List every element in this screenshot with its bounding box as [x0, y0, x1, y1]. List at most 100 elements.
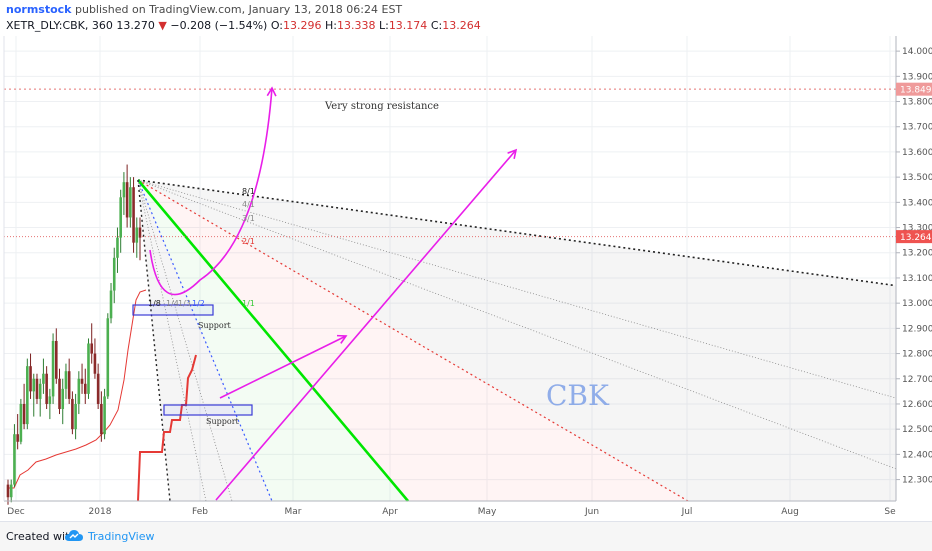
- down-arrow-icon: ▼: [158, 19, 167, 32]
- candle-body: [32, 378, 36, 392]
- low-value: 13.174: [388, 19, 428, 32]
- arrow-short-head: [336, 334, 348, 344]
- candle-body: [106, 318, 110, 397]
- y-tick-label: 14.000: [902, 47, 932, 57]
- candle-body: [64, 371, 68, 389]
- ohlc-line: XETR_DLY:CBK, 360 13.270 ▼ −0.208 (−1.54…: [6, 19, 481, 32]
- candle-body: [16, 434, 19, 442]
- fan-line-8-1: [137, 179, 921, 290]
- candle-body: [45, 373, 48, 404]
- fan-line-1-4: [137, 179, 207, 502]
- candle-body: [22, 403, 26, 425]
- candle-body: [9, 484, 13, 498]
- candle-body: [54, 340, 58, 379]
- low-label: L:: [378, 19, 389, 32]
- arrow-curved: [149, 87, 273, 296]
- candle-body: [67, 371, 71, 399]
- candle-body: [112, 257, 116, 291]
- footer-bar: Created with TradingView: [0, 521, 932, 551]
- gann-fan: [137, 179, 921, 502]
- last-price-tag-bg: [896, 230, 932, 244]
- x-tick-label: May: [478, 507, 497, 517]
- candle-body: [129, 187, 132, 218]
- y-tick-label: 12.400: [902, 450, 932, 460]
- candle-body: [26, 366, 29, 425]
- y-tick-label: 12.800: [902, 350, 932, 360]
- candlesticks: [6, 164, 142, 505]
- arrow-long-head: [507, 148, 518, 159]
- x-tick-label: 2018: [89, 507, 112, 517]
- y-tick-label: 13.000: [902, 299, 932, 309]
- candle-body: [96, 373, 100, 404]
- candle-body: [35, 378, 39, 399]
- y-tick-label: 13.500: [902, 173, 932, 183]
- cbk-watermark: CBK: [546, 379, 610, 412]
- candle-body: [122, 182, 126, 198]
- candle-body: [80, 378, 84, 384]
- candle-body: [38, 383, 42, 399]
- candle-body: [93, 353, 97, 374]
- price-chart[interactable]: Very strong resistance Support Support CBK 8…: [0, 0, 932, 521]
- chart-axes: 14.000 13.900 13.800 13.700 13.600 13.500 13.4…: [3, 36, 932, 517]
- chart-header: normstock published on TradingView.com, …: [0, 0, 932, 36]
- support-box-2: [163, 404, 253, 416]
- candle-body: [135, 227, 139, 243]
- fan-ratio-label: 1/1: [242, 299, 255, 308]
- candle-body: [83, 383, 87, 394]
- high-label: H:: [324, 19, 337, 32]
- y-tick-label: 13.800: [902, 98, 932, 108]
- y-tick-label: 12.900: [902, 324, 932, 334]
- y-tick-label: 13.600: [902, 148, 932, 158]
- candle-body: [51, 340, 55, 397]
- tradingview-brand[interactable]: TradingView: [88, 530, 155, 543]
- fan-line-2-1: [137, 179, 689, 502]
- last-price-tag: 13.264: [900, 233, 932, 243]
- price-axis-bg: [896, 36, 932, 501]
- candle-body: [103, 396, 106, 435]
- candle-body: [48, 396, 52, 404]
- y-tick-label: 12.700: [902, 375, 932, 385]
- projection-step-line: [137, 354, 197, 502]
- fan-ratio-label: 1/2: [192, 299, 205, 308]
- candle-body: [119, 197, 122, 238]
- y-tick-label: 13.200: [902, 249, 932, 259]
- candle-body: [6, 484, 10, 498]
- candle-body: [138, 227, 142, 238]
- fan-line-1-1: [137, 179, 409, 502]
- created-with-text: Created with: [6, 530, 77, 543]
- arrow-curved-head: [266, 86, 277, 97]
- y-tick-label: 12.300: [902, 476, 932, 486]
- fan-ratio-label: 2/1: [242, 237, 255, 246]
- indicator-step-line: [8, 289, 147, 489]
- publish-line: normstock published on TradingView.com, …: [6, 3, 402, 16]
- y-tick-label: 12.500: [902, 425, 932, 435]
- candle-body: [125, 182, 129, 218]
- arrow-long: [215, 149, 517, 501]
- chart-drawings: [4, 86, 896, 502]
- candle-body: [100, 403, 103, 435]
- y-tick-label: 12.600: [902, 400, 932, 410]
- x-tick-label: Jun: [584, 507, 599, 517]
- close-value: 13.264: [442, 19, 481, 32]
- x-tick-label: Jul: [681, 507, 693, 517]
- author-link[interactable]: normstock: [6, 3, 72, 16]
- fan-ratio-label: 1/4: [166, 299, 179, 308]
- open-label: O:: [270, 19, 283, 32]
- fan-ratio-label: 4/1: [242, 200, 255, 209]
- chart-text-labels: Very strong resistance Support Support CBK 8…: [148, 101, 610, 426]
- y-tick-label: 13.900: [902, 72, 932, 82]
- candle-body: [71, 398, 74, 430]
- fan-ratio-label: 3/1: [242, 214, 255, 223]
- fan-line-1-8: [137, 179, 171, 502]
- candle-body: [58, 378, 61, 410]
- candle-body: [29, 366, 32, 392]
- very-strong-resistance-label: Very strong resistance: [324, 101, 439, 112]
- candle-body: [116, 237, 119, 258]
- close-label: C:: [430, 19, 443, 32]
- support-box-1: [132, 304, 214, 316]
- support-label-1: Support: [198, 321, 232, 330]
- x-tick-label: Apr: [382, 507, 398, 517]
- symbol-interval[interactable]: XETR_DLY:CBK, 360: [6, 19, 113, 32]
- fan-ratio-label: 1/3: [178, 299, 191, 308]
- candle-body: [90, 343, 94, 354]
